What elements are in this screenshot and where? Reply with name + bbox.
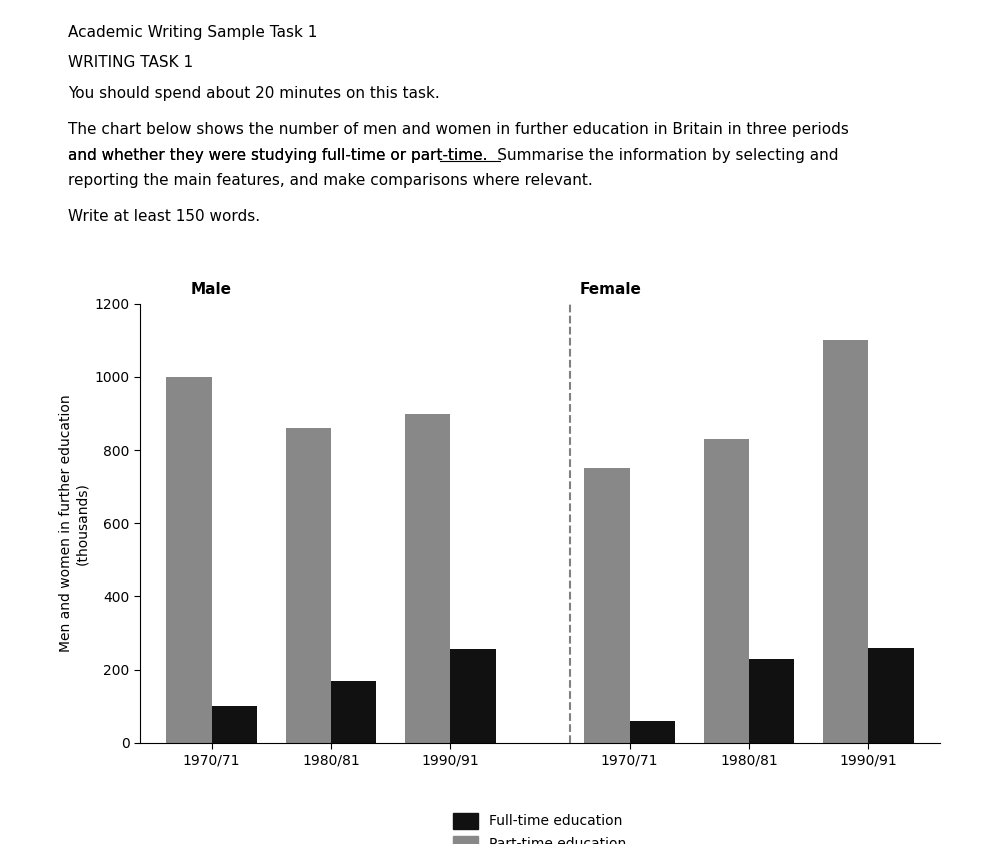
Legend: Full-time education, Part-time education: Full-time education, Part-time education — [446, 806, 634, 844]
Text: and whether they were studying full-time or part-time.: and whether they were studying full-time… — [68, 148, 497, 163]
Bar — [584, 468, 630, 743]
Text: and whether they were studying full-time or part-time.  Summarise the informatio: and whether they were studying full-time… — [68, 148, 838, 163]
Bar — [450, 650, 496, 743]
Text: and whether they were studying full-time or part-time.  Summarise the informatio: and whether they were studying full-time… — [68, 148, 838, 163]
Bar — [166, 377, 212, 743]
Bar — [212, 706, 257, 743]
Y-axis label: Men and women in further education
(thousands): Men and women in further education (thou… — [59, 394, 89, 652]
Text: Female: Female — [579, 282, 641, 296]
Text: Academic Writing Sample Task 1: Academic Writing Sample Task 1 — [68, 25, 317, 41]
Text: WRITING TASK 1: WRITING TASK 1 — [68, 55, 193, 70]
Text: Male: Male — [190, 282, 231, 296]
Bar — [823, 340, 868, 743]
Text: and whether they were studying full-time or part-time.: and whether they were studying full-time… — [68, 148, 497, 163]
Text: Write at least 150 words.: Write at least 150 words. — [68, 209, 260, 225]
Bar — [630, 721, 675, 743]
Text: You should spend about 20 minutes on this task.: You should spend about 20 minutes on thi… — [68, 86, 440, 101]
Bar — [405, 414, 450, 743]
Bar — [704, 439, 749, 743]
Bar — [286, 428, 331, 743]
Bar — [868, 647, 914, 743]
Text: reporting the main features, and make comparisons where relevant.: reporting the main features, and make co… — [68, 173, 593, 188]
Text: The chart below shows the number of men and women in further education in Britai: The chart below shows the number of men … — [68, 122, 849, 138]
Bar — [331, 680, 376, 743]
Bar — [749, 658, 794, 743]
